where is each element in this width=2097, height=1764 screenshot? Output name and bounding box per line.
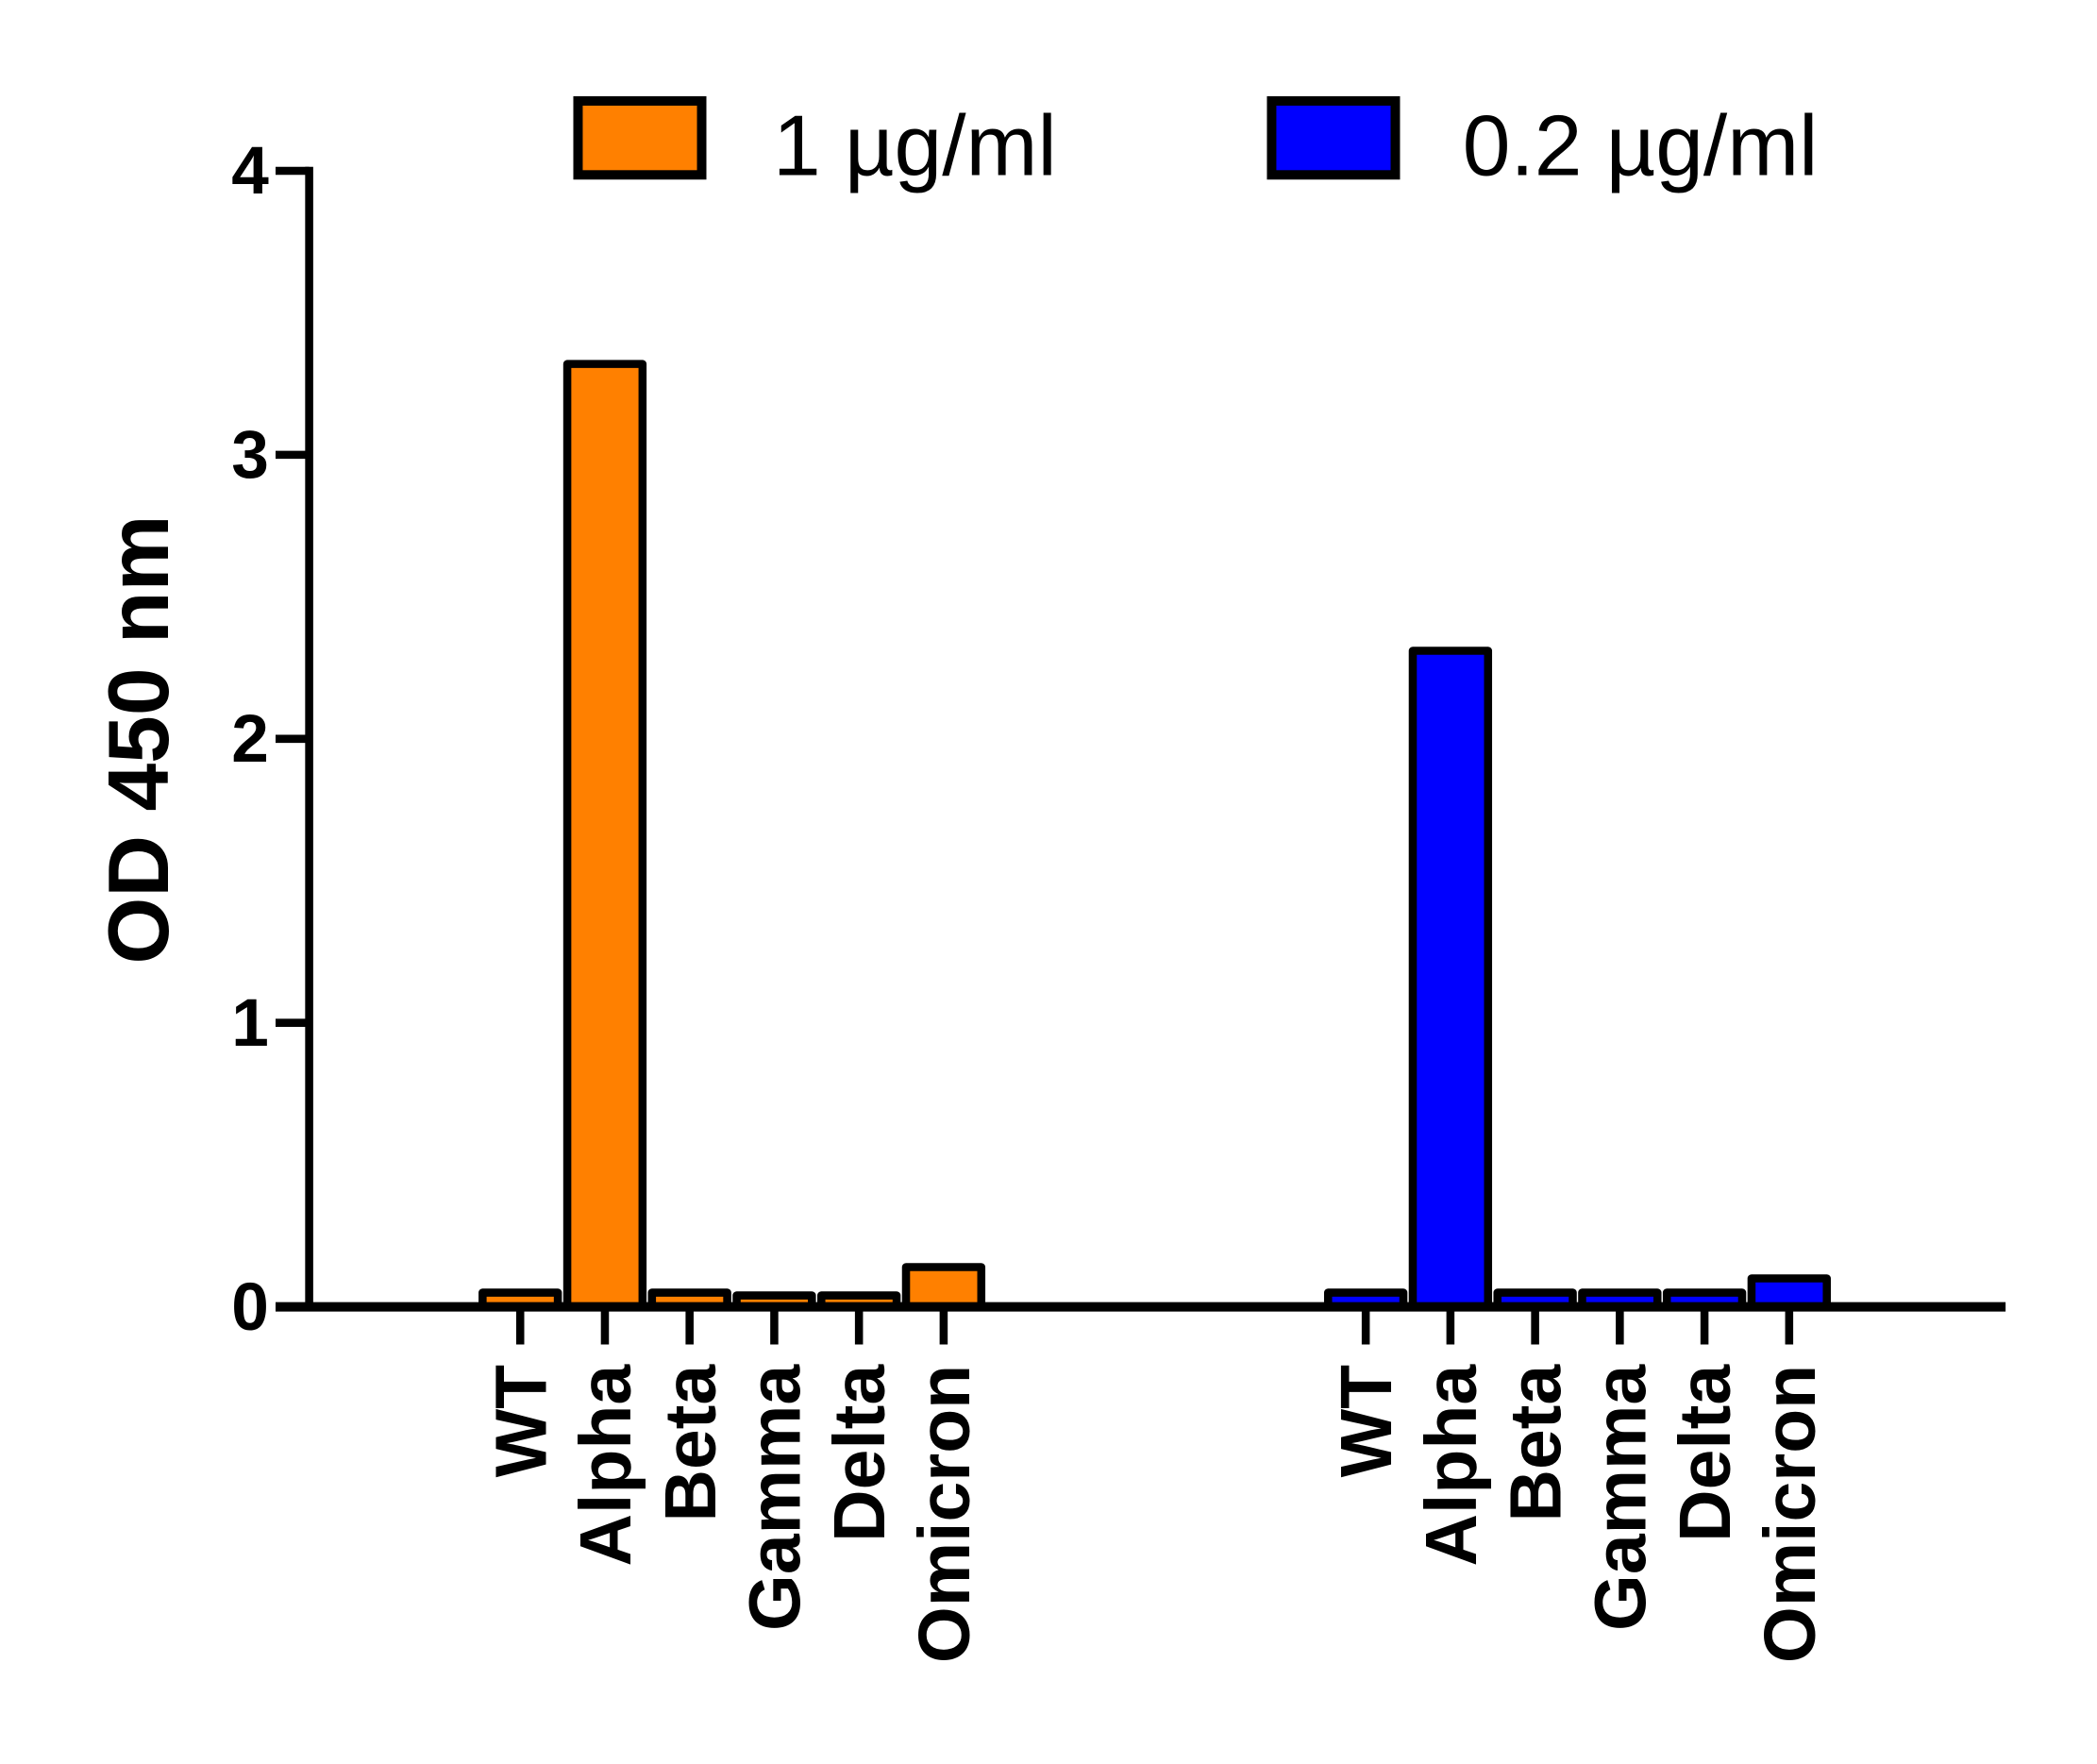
x-tick-label: Beta [650, 1364, 731, 1522]
x-tick-label: Omicron [1750, 1365, 1831, 1663]
y-tick-label: 1 [231, 986, 269, 1061]
legend-label-1: 1 µg/ml [773, 97, 1057, 193]
x-tick-label: WT [1326, 1365, 1407, 1478]
x-tick-label: Gamma [734, 1364, 815, 1631]
y-axis-label: OD 450 nm [91, 514, 187, 964]
x-tick-label: Alpha [565, 1364, 646, 1567]
legend-swatch-1 [573, 95, 707, 180]
legend: 1 µg/ml 0.2 µg/ml [573, 95, 1819, 193]
x-tick-label: Gamma [1580, 1364, 1661, 1631]
legend-swatch-2 [1267, 95, 1401, 180]
y-tick-label: 4 [231, 134, 269, 209]
x-tick-label: Omicron [904, 1365, 985, 1663]
x-tick-label: Alpha [1411, 1364, 1492, 1567]
x-tick-label: WT [480, 1365, 562, 1478]
bar-omicron-series-1 [901, 1263, 986, 1311]
x-tick-label: Beta [1496, 1364, 1577, 1522]
y-tick-label: 0 [231, 1270, 269, 1345]
x-tick-label: Delta [819, 1364, 900, 1542]
y-tick-label: 3 [231, 418, 269, 493]
bar-alpha-series-1 [562, 360, 647, 1311]
y-tick-label: 2 [231, 702, 269, 777]
bar-alpha-series-2 [1408, 647, 1493, 1311]
x-tick-label: Delta [1665, 1364, 1746, 1542]
legend-label-2: 0.2 µg/ml [1463, 97, 1819, 193]
